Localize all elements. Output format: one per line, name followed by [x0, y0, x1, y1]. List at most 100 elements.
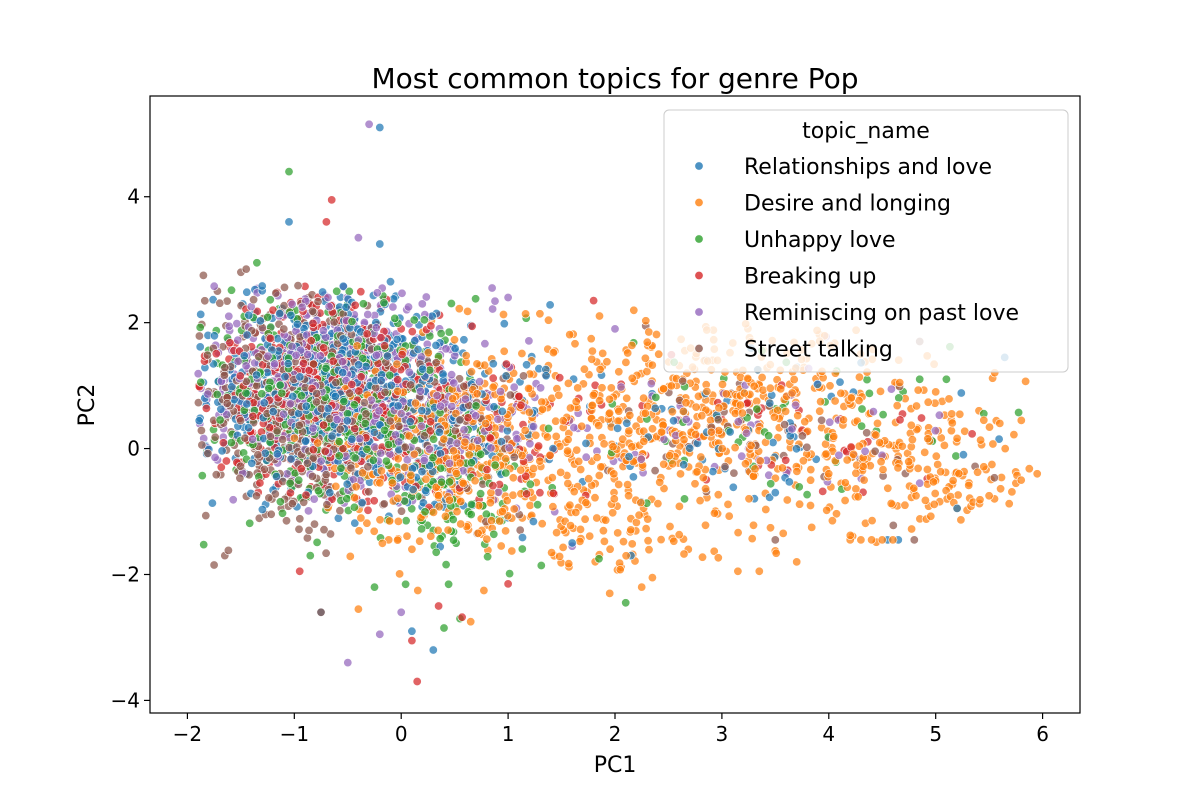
data-point — [471, 401, 481, 411]
data-point — [621, 551, 631, 561]
data-point — [669, 416, 679, 426]
data-point — [702, 386, 712, 396]
data-point — [239, 351, 249, 361]
data-point — [818, 486, 828, 496]
data-point — [257, 504, 267, 514]
data-point — [392, 334, 402, 344]
data-point — [320, 446, 330, 456]
data-point — [535, 456, 545, 466]
legend: topic_name Relationships and love Desire … — [663, 109, 1069, 373]
data-point — [655, 477, 665, 487]
data-point — [376, 466, 386, 476]
data-point — [313, 438, 323, 448]
data-point — [1000, 444, 1010, 454]
data-point — [402, 531, 412, 541]
data-point — [862, 428, 872, 438]
data-point — [853, 492, 863, 502]
data-point — [195, 322, 205, 332]
data-point — [319, 525, 329, 535]
data-point — [309, 494, 319, 504]
data-point — [651, 392, 661, 402]
data-point — [480, 360, 490, 370]
data-point — [201, 511, 211, 521]
data-point — [215, 415, 225, 425]
data-point — [369, 496, 379, 506]
data-point — [627, 442, 637, 452]
data-point — [644, 327, 654, 337]
data-point — [433, 525, 443, 535]
data-point — [482, 465, 492, 475]
data-point — [931, 451, 941, 461]
data-point — [862, 375, 872, 385]
data-point — [499, 319, 509, 329]
data-point — [678, 406, 688, 416]
data-point — [247, 458, 257, 468]
data-point — [514, 391, 524, 401]
data-point — [295, 514, 305, 524]
data-point — [502, 426, 512, 436]
data-point — [572, 445, 582, 455]
data-point — [287, 299, 297, 309]
data-point — [452, 438, 462, 448]
data-point — [332, 415, 342, 425]
data-point — [825, 417, 835, 427]
data-point — [248, 411, 258, 421]
data-point — [605, 588, 615, 598]
legend-label: Desire and longing — [744, 192, 951, 217]
data-point — [714, 403, 724, 413]
data-point — [375, 629, 385, 639]
data-point — [517, 348, 527, 358]
data-point — [488, 359, 498, 369]
data-point — [675, 469, 685, 479]
data-point — [531, 430, 541, 440]
data-point — [534, 441, 544, 451]
data-point — [761, 504, 771, 514]
data-point — [854, 372, 864, 382]
data-point — [730, 443, 740, 453]
data-point — [209, 560, 219, 570]
data-point — [647, 573, 657, 583]
data-point — [496, 541, 506, 551]
data-point — [279, 409, 289, 419]
data-point — [260, 448, 270, 458]
data-point — [376, 448, 386, 458]
data-point — [733, 566, 743, 576]
data-point — [463, 413, 473, 423]
data-point — [306, 336, 316, 346]
data-point — [955, 409, 965, 419]
data-point — [351, 482, 361, 492]
data-point — [412, 676, 422, 686]
data-point — [471, 294, 481, 304]
data-point — [525, 500, 535, 510]
data-point — [257, 389, 267, 399]
data-point — [265, 295, 275, 305]
data-point — [196, 377, 206, 387]
data-point — [665, 521, 675, 531]
data-point — [321, 217, 331, 227]
data-point — [623, 348, 633, 358]
data-point — [746, 440, 756, 450]
data-point — [444, 579, 454, 589]
data-point — [614, 406, 624, 416]
data-point — [581, 438, 591, 448]
data-point — [647, 360, 657, 370]
data-point — [440, 511, 450, 521]
data-point — [596, 462, 606, 472]
data-point — [397, 288, 407, 298]
data-point — [295, 372, 305, 382]
data-point — [936, 467, 946, 477]
data-point — [203, 448, 213, 458]
data-point — [407, 626, 417, 636]
data-point — [1009, 430, 1019, 440]
data-point — [388, 302, 398, 312]
data-point — [431, 358, 441, 368]
data-point — [536, 383, 546, 393]
data-point — [424, 444, 434, 454]
y-tick-label: 0 — [127, 437, 140, 461]
data-point — [375, 478, 385, 488]
data-point — [488, 373, 498, 383]
data-point — [679, 460, 689, 470]
data-point — [778, 528, 788, 538]
data-point — [501, 454, 511, 464]
data-point — [503, 579, 513, 589]
